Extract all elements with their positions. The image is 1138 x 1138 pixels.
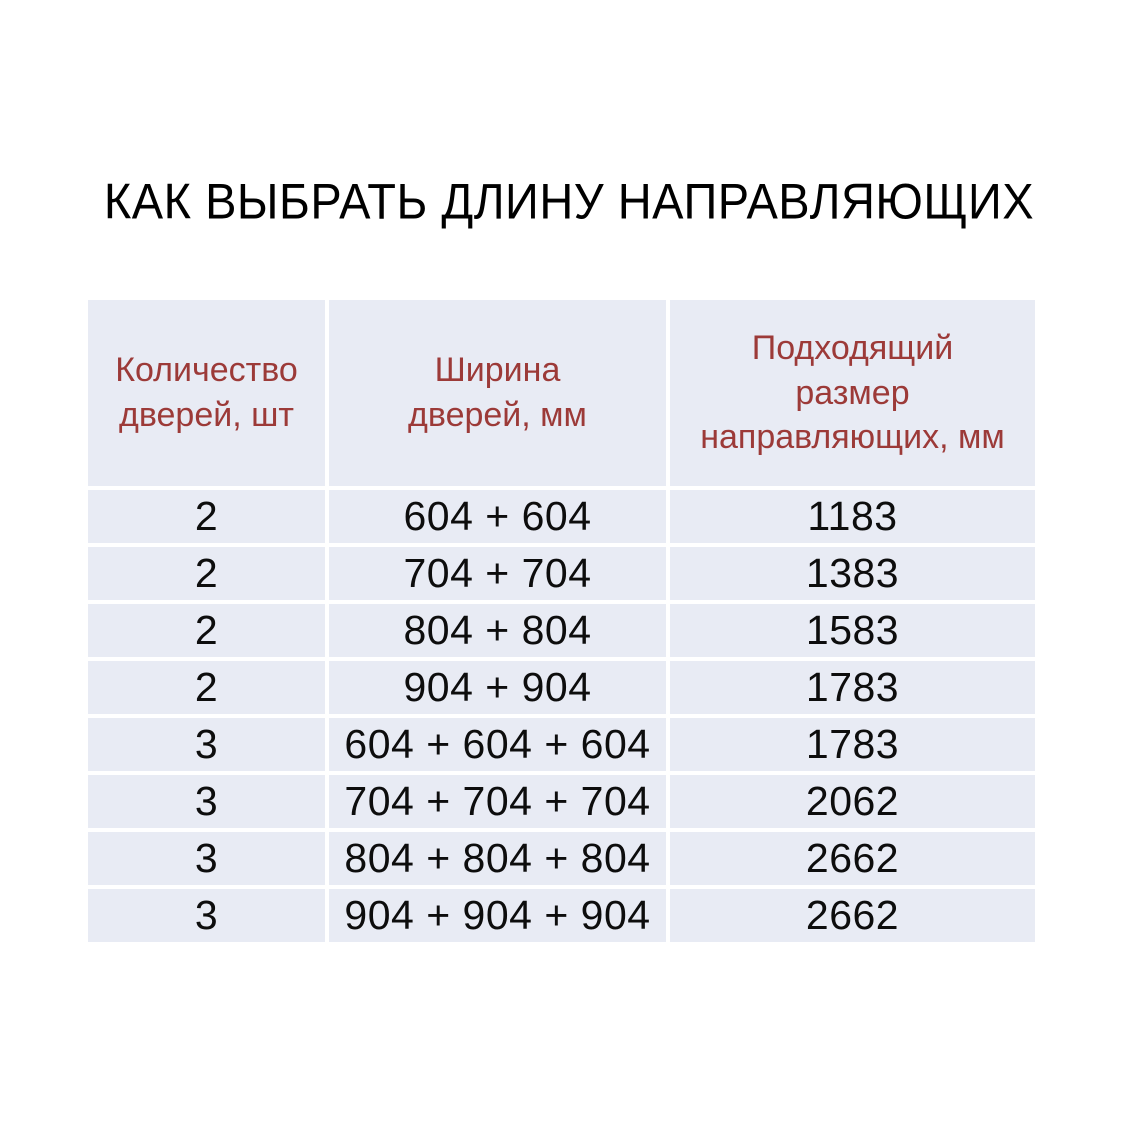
table-cell-r8-c2: 904 + 904 + 904: [329, 889, 666, 942]
table-cell-r3-c3: 1583: [670, 604, 1035, 657]
table-cell-r6-c2: 704 + 704 + 704: [329, 775, 666, 828]
table-cell-r3-c2: 804 + 804: [329, 604, 666, 657]
table-cell-r4-c2: 904 + 904: [329, 661, 666, 714]
col-header-door-width: Ширина дверей, мм: [329, 300, 666, 486]
rail-length-table: Количество дверей, шт Ширина дверей, мм …: [88, 300, 1035, 942]
table-cell-r2-c1: 2: [88, 547, 325, 600]
page-title: КАК ВЫБРАТЬ ДЛИНУ НАПРАВЛЯЮЩИХ: [103, 173, 1035, 230]
table-cell-r7-c1: 3: [88, 832, 325, 885]
col-header-rail-size: Подходящий размер направляющих, мм: [670, 300, 1035, 486]
table-cell-r2-c3: 1383: [670, 547, 1035, 600]
table-cell-r2-c2: 704 + 704: [329, 547, 666, 600]
table-cell-r8-c1: 3: [88, 889, 325, 942]
table-cell-r5-c1: 3: [88, 718, 325, 771]
table-cell-r4-c3: 1783: [670, 661, 1035, 714]
table-cell-r8-c3: 2662: [670, 889, 1035, 942]
table-cell-r1-c2: 604 + 604: [329, 490, 666, 543]
col-header-door-count: Количество дверей, шт: [88, 300, 325, 486]
table-cell-r5-c2: 604 + 604 + 604: [329, 718, 666, 771]
table-cell-r7-c3: 2662: [670, 832, 1035, 885]
table-cell-r1-c1: 2: [88, 490, 325, 543]
table-cell-r1-c3: 1183: [670, 490, 1035, 543]
table-cell-r5-c3: 1783: [670, 718, 1035, 771]
table-cell-r3-c1: 2: [88, 604, 325, 657]
table-cell-r6-c3: 2062: [670, 775, 1035, 828]
table-cell-r7-c2: 804 + 804 + 804: [329, 832, 666, 885]
table-cell-r6-c1: 3: [88, 775, 325, 828]
table-cell-r4-c1: 2: [88, 661, 325, 714]
